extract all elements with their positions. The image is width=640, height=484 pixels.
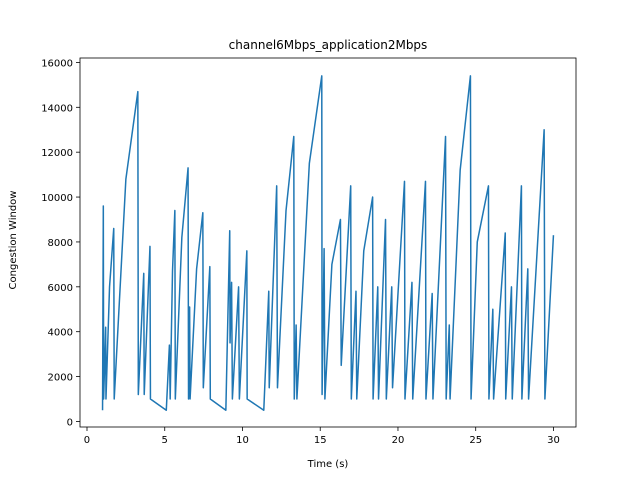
y-tick-label: 6000	[48, 283, 73, 294]
plot-frame	[79, 57, 577, 428]
y-tick-label: 14000	[41, 103, 73, 114]
x-tick-label: 10	[236, 435, 249, 446]
y-tick-label: 0	[67, 417, 73, 428]
x-tick-label: 20	[392, 435, 405, 446]
y-tick-label: 4000	[48, 328, 73, 339]
y-axis-label: Congestion Window	[8, 191, 19, 290]
chart-title: channel6Mbps_application2Mbps	[229, 38, 428, 52]
x-tick-label: 15	[314, 435, 327, 446]
y-tick-label: 10000	[41, 193, 73, 204]
x-tick-label: 5	[162, 435, 168, 446]
y-tick-label: 8000	[48, 238, 73, 249]
y-tick-label: 12000	[41, 148, 73, 159]
x-tick-label: 30	[547, 435, 560, 446]
data-line	[101, 75, 555, 411]
y-tick-label: 2000	[48, 373, 73, 384]
x-tick-label: 25	[469, 435, 482, 446]
x-axis-label: Time (s)	[307, 459, 349, 470]
x-tick-label: 0	[84, 435, 90, 446]
y-tick-label: 16000	[41, 58, 73, 69]
